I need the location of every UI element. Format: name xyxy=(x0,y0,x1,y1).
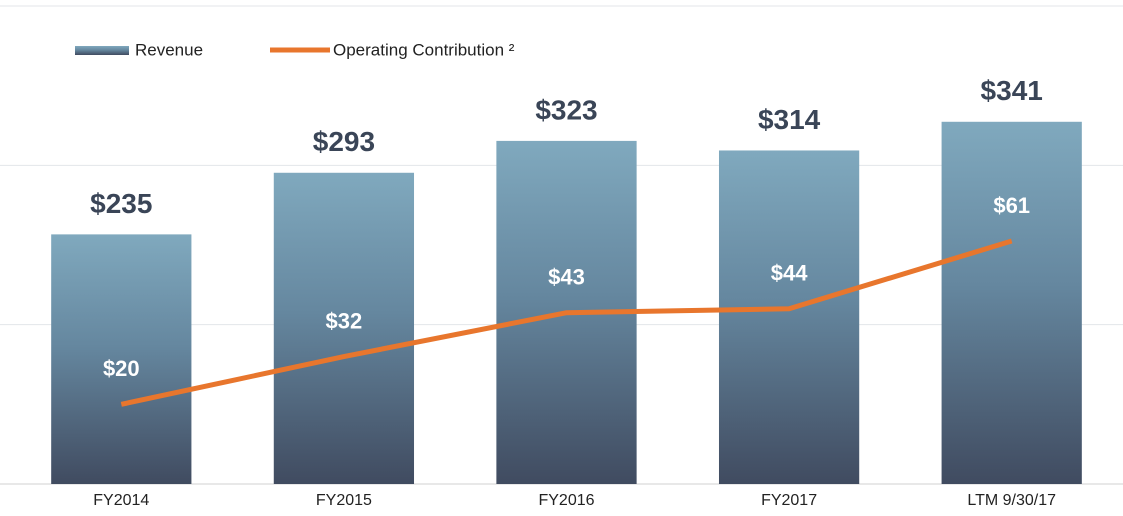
line-value-label: $32 xyxy=(326,308,363,333)
bar-value-label: $341 xyxy=(981,75,1043,106)
line-value-label: $20 xyxy=(103,356,140,381)
x-tick-label: FY2014 xyxy=(93,492,149,509)
x-tick-label: LTM 9/30/17 xyxy=(967,492,1056,509)
bar xyxy=(273,172,415,484)
line xyxy=(120,238,1013,407)
x-tick-label: FY2015 xyxy=(316,492,372,509)
bar-value-label: $235 xyxy=(90,188,152,219)
bar xyxy=(718,150,860,484)
bar xyxy=(51,234,192,484)
x-tick-label: FY2016 xyxy=(538,492,594,509)
line-value-label: $44 xyxy=(771,261,808,286)
legend-swatch xyxy=(75,46,129,55)
line-value-label: $61 xyxy=(993,193,1030,218)
bar-value-label: $293 xyxy=(313,126,375,157)
legend-label: Revenue xyxy=(135,40,203,59)
bar xyxy=(941,121,1082,484)
legend-label: Operating Contribution ² xyxy=(333,40,515,59)
x-tick-label: FY2017 xyxy=(761,492,817,509)
bar-value-label: $323 xyxy=(535,94,597,125)
bar-value-label: $314 xyxy=(758,104,821,135)
line-value-label: $43 xyxy=(548,265,585,290)
